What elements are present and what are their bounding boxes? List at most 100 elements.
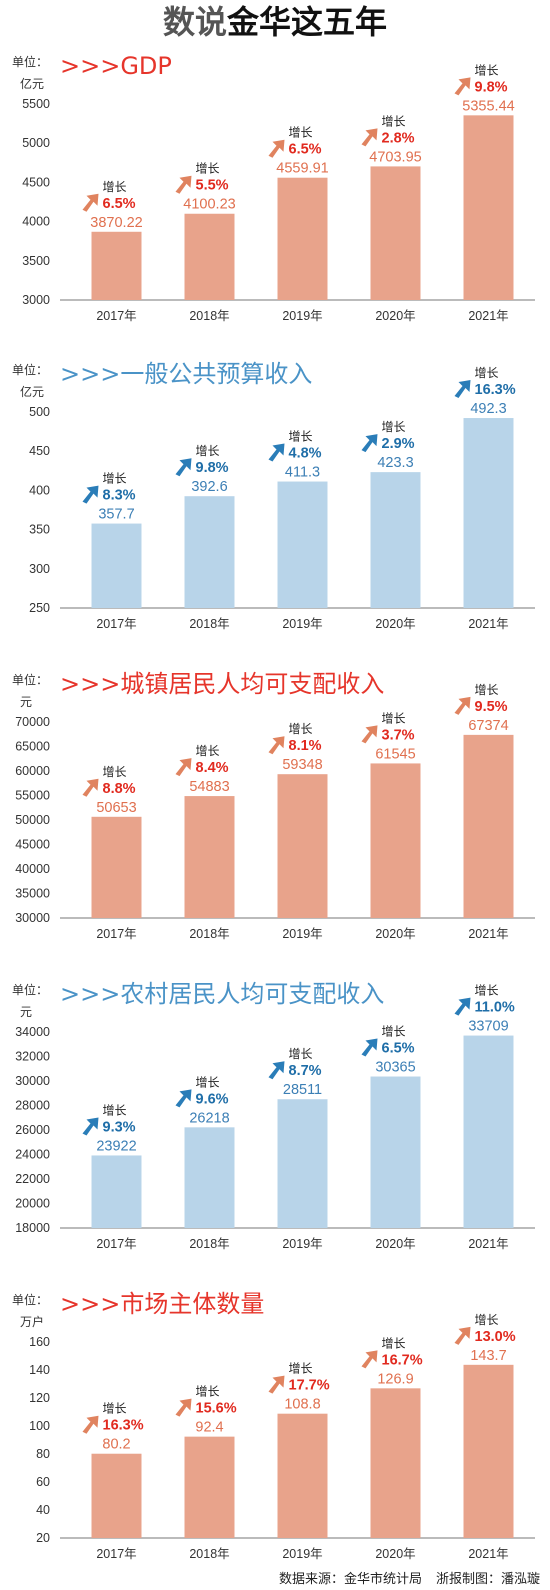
chart-urban-income: 单位： 元 >>>城镇居民人均可支配收入 30000 35000 40000 45000 50… [0, 662, 550, 952]
bar [370, 1076, 421, 1228]
growth-arrow-icon [268, 1061, 285, 1080]
value-label: 357.7 [98, 507, 134, 523]
x-tick-label: 2020年 [375, 1547, 415, 1561]
x-tick-label: 2017年 [96, 309, 136, 323]
x-tick-label: 2021年 [468, 927, 508, 941]
y-tick-label: 250 [29, 601, 50, 615]
footer: 数据来源：金华市统计局 浙报制图：潘泓璇 [0, 1570, 540, 1590]
y-tick-label: 65000 [15, 740, 50, 754]
bar [463, 115, 514, 301]
growth-percent: 6.5% [289, 142, 322, 158]
value-label: 59348 [282, 757, 322, 773]
unit-label: 单位： [12, 54, 48, 69]
x-tick-label: 2020年 [375, 617, 415, 631]
y-tick-label: 18000 [15, 1221, 50, 1235]
bar [277, 774, 328, 918]
value-label: 30365 [375, 1060, 415, 1076]
growth-label: 增长 [103, 180, 127, 194]
growth-label: 增长 [475, 366, 499, 380]
chart-title: >>>一般公共预算收入 [60, 360, 312, 388]
value-label: 5355.44 [462, 98, 514, 114]
x-tick-label: 2018年 [189, 617, 229, 631]
growth-percent: 15.6% [196, 1401, 237, 1417]
bar [463, 1364, 514, 1538]
page-title: 数说金华这五年 [0, 0, 550, 44]
bar [277, 1099, 328, 1228]
growth-arrow-icon [361, 128, 378, 147]
value-label: 4703.95 [369, 149, 421, 165]
growth-percent: 4.8% [289, 446, 322, 462]
bar [184, 496, 235, 608]
value-label: 392.6 [191, 479, 227, 495]
growth-arrow-icon [175, 175, 192, 194]
growth-arrow-icon [175, 758, 192, 777]
growth-label: 增长 [289, 430, 313, 444]
y-tick-label: 26000 [15, 1123, 50, 1137]
unit-value: 亿元 [20, 384, 44, 399]
growth-arrow-icon [454, 696, 471, 715]
value-label: 4100.23 [183, 197, 235, 213]
unit-label: 单位： [12, 982, 48, 997]
growth-label: 增长 [475, 984, 499, 998]
y-tick-label: 35000 [15, 887, 50, 901]
growth-label: 增长 [103, 472, 127, 486]
growth-percent: 9.8% [196, 460, 229, 476]
value-label: 67374 [468, 718, 508, 734]
bar [91, 1453, 142, 1538]
growth-percent: 8.3% [103, 488, 136, 504]
growth-arrow-icon [454, 997, 471, 1016]
x-tick-label: 2020年 [375, 309, 415, 323]
growth-label: 增长 [475, 1313, 499, 1327]
value-label: 61545 [375, 746, 415, 762]
value-label: 50653 [96, 800, 136, 816]
value-label: 80.2 [102, 1437, 130, 1453]
value-label: 33709 [468, 1019, 508, 1035]
growth-percent: 9.6% [196, 1091, 229, 1107]
y-tick-label: 20 [36, 1531, 50, 1545]
growth-percent: 6.5% [382, 1041, 415, 1057]
value-label: 143.7 [470, 1348, 506, 1364]
unit-value: 亿元 [20, 76, 44, 91]
chart-rural-income-svg: 单位： 元 >>>农村居民人均可支配收入 18000 20000 22000 24000 26… [12, 980, 535, 1251]
y-tick-label: 3000 [22, 293, 50, 307]
growth-percent: 8.4% [196, 760, 229, 776]
unit-label: 单位： [12, 672, 48, 687]
growth-arrow-icon [175, 1089, 192, 1108]
growth-percent: 9.8% [475, 79, 508, 95]
value-label: 423.3 [377, 455, 413, 471]
y-tick-label: 34000 [15, 1025, 50, 1039]
growth-label: 增长 [382, 420, 406, 434]
value-label: 23922 [96, 1138, 136, 1154]
growth-percent: 8.1% [289, 738, 322, 754]
x-tick-label: 2019年 [282, 1237, 322, 1251]
unit-label: 单位： [12, 362, 48, 377]
growth-label: 增长 [289, 1362, 313, 1376]
chart-title: >>>市场主体数量 [60, 1290, 264, 1318]
growth-label: 增长 [382, 114, 406, 128]
value-label: 3870.22 [90, 215, 142, 231]
y-tick-label: 50000 [15, 813, 50, 827]
growth-label: 增长 [196, 744, 220, 758]
growth-arrow-icon [268, 1375, 285, 1394]
x-tick-label: 2017年 [96, 927, 136, 941]
y-tick-label: 5500 [22, 97, 50, 111]
value-label: 126.9 [377, 1371, 413, 1387]
unit-value: 万户 [20, 1314, 44, 1329]
chart-market-entities: 单位： 万户 >>>市场主体数量 20 40 60 80 100 120 140 160 2017年 8… [0, 1282, 550, 1570]
y-tick-label: 60000 [15, 764, 50, 778]
page-title-part1: 数说 [162, 3, 227, 41]
growth-percent: 9.5% [475, 699, 508, 715]
growth-arrow-icon [454, 380, 471, 399]
data-source: 数据来源：金华市统计局 [278, 1572, 422, 1587]
bar [91, 816, 142, 918]
growth-percent: 8.7% [289, 1063, 322, 1079]
y-tick-label: 30000 [15, 911, 50, 925]
growth-arrow-icon [361, 1038, 378, 1057]
y-tick-label: 400 [29, 483, 50, 497]
y-tick-label: 70000 [15, 715, 50, 729]
bar [91, 231, 142, 300]
chart-rural-income: 单位： 元 >>>农村居民人均可支配收入 18000 20000 22000 24000 26… [0, 972, 550, 1262]
y-tick-label: 350 [29, 523, 50, 537]
growth-arrow-icon [454, 77, 471, 96]
growth-label: 增长 [103, 1103, 127, 1117]
